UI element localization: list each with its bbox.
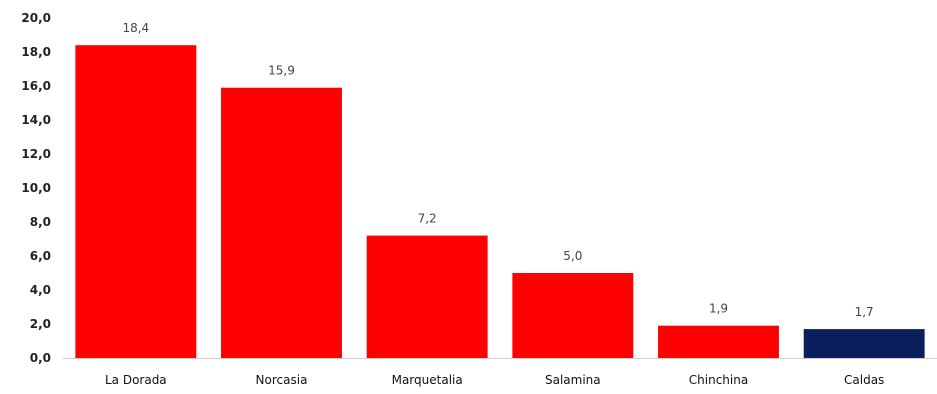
y-tick-label: 0,0 (30, 351, 51, 365)
x-tick-label: Chinchina (689, 373, 748, 387)
y-tick-label: 18,0 (21, 45, 51, 59)
y-tick-label: 14,0 (21, 113, 51, 127)
bar (221, 87, 342, 358)
x-axis: La Dorada Norcasia Marquetalia Salamina Chin… (63, 358, 937, 387)
y-tick-label: 16,0 (21, 79, 51, 93)
bar (75, 45, 197, 358)
x-tick-label: Salamina (545, 373, 601, 387)
data-label: 1,7 (855, 305, 874, 319)
data-labels: 18,4 15,9 7,2 5,0 1,9 1,7 (122, 21, 873, 319)
bar (803, 329, 925, 358)
x-tick-label: Norcasia (256, 373, 308, 387)
y-tick-label: 20,0 (21, 11, 51, 25)
y-tick-label: 2,0 (30, 317, 51, 331)
y-axis: 0,0 2,0 4,0 6,0 8,0 10,0 12,0 14,0 16,0 18,0 20,0 (21, 11, 51, 365)
data-label: 15,9 (268, 64, 295, 78)
y-tick-label: 4,0 (30, 283, 51, 297)
bar-series (75, 45, 925, 358)
x-tick-label: Marquetalia (392, 373, 463, 387)
y-tick-label: 8,0 (30, 215, 51, 229)
y-tick-label: 6,0 (30, 249, 51, 263)
x-tick-label: La Dorada (105, 373, 167, 387)
data-label: 1,9 (709, 302, 728, 316)
bar (658, 325, 779, 358)
data-label: 5,0 (563, 249, 582, 263)
y-tick-label: 12,0 (21, 147, 51, 161)
x-tick-label: Caldas (844, 373, 884, 387)
bar (366, 235, 488, 358)
bar (512, 273, 634, 358)
data-label: 7,2 (418, 212, 437, 226)
y-tick-label: 10,0 (21, 181, 51, 195)
data-label: 18,4 (122, 21, 149, 35)
